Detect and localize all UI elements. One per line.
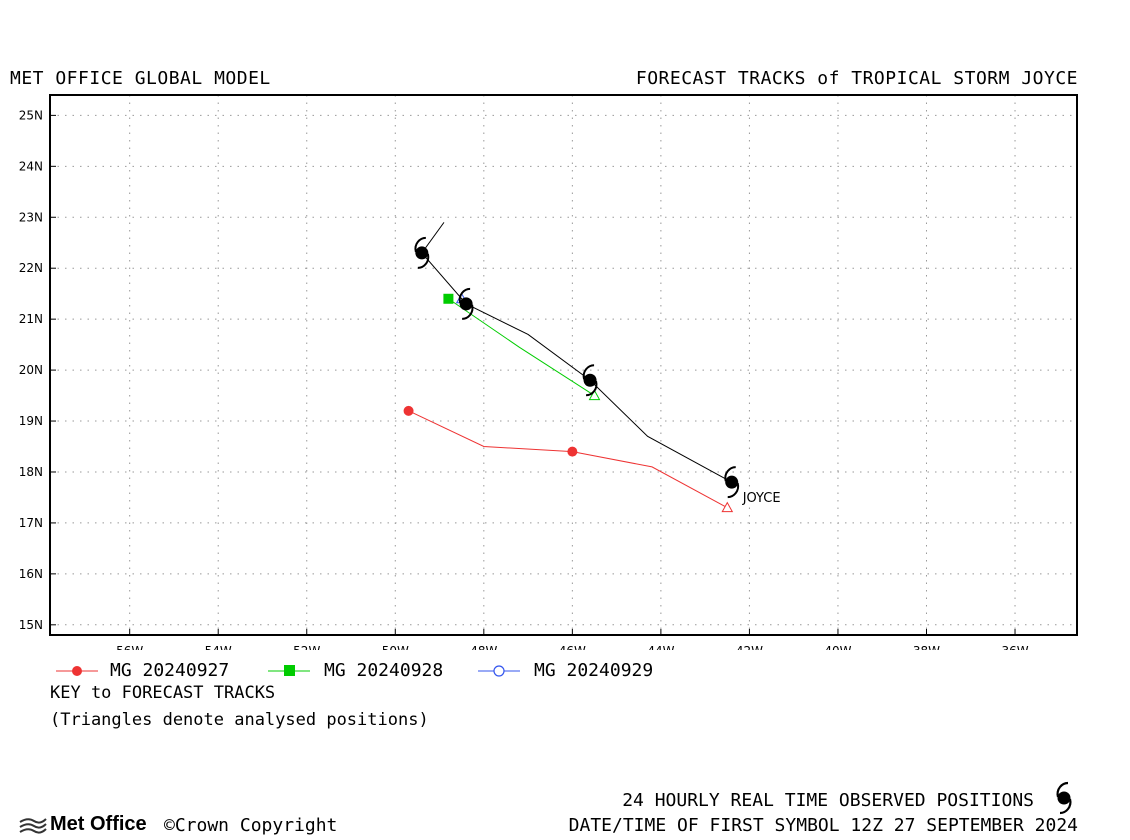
observed-track-line	[421, 222, 732, 483]
y-tick-label: 22N	[19, 261, 43, 275]
hurricane-symbol-arm	[414, 236, 426, 253]
y-tick-label: 20N	[19, 363, 43, 377]
x-tick-label: 38W	[913, 644, 940, 650]
analysed-position-triangle	[588, 389, 601, 401]
hurricane-symbol-icon	[724, 466, 740, 499]
y-tick-label: 17N	[19, 516, 43, 530]
hurricane-symbol-arm	[462, 304, 474, 320]
track-chart: 56W 54W 52W 50W 48W 46W 44W 42W 40W 38W 36W 15N 16N 1…	[19, 94, 1078, 650]
hurricane-symbol-icon	[582, 364, 598, 397]
y-tick-label: 23N	[19, 210, 43, 224]
analysed-position-triangle	[721, 501, 734, 513]
legend-label: MG 20240927	[110, 660, 230, 681]
forecast-track-mg-20240927	[403, 405, 734, 513]
hurricane-symbol-arm	[585, 381, 598, 397]
hurricane-symbol-arm	[582, 364, 595, 380]
y-tick-label: 15N	[19, 618, 43, 632]
forecast-track-mg-20240928	[443, 293, 601, 401]
storm-name-label: JOYCE	[742, 491, 781, 506]
grid	[50, 95, 1077, 635]
x-tick-label: 36W	[1001, 644, 1028, 650]
chart-title: FORECAST TRACKS of TROPICAL STORM JOYCE	[635, 68, 1078, 89]
track-line	[448, 298, 595, 396]
axis-ticks: 56W 54W 52W 50W 48W 46W 44W 42W 40W 38W 36W 15N 16N 1…	[19, 108, 1029, 650]
legend-marker-red-circle	[56, 666, 98, 676]
y-tick-label: 24N	[19, 159, 43, 173]
hurricane-symbol-arm	[458, 287, 471, 304]
y-tick-label: 16N	[19, 567, 43, 581]
x-tick-label: 44W	[647, 644, 674, 650]
logo-text: Met Office	[50, 813, 147, 835]
forecast-point-circle	[567, 446, 578, 457]
forecast-point-square	[443, 293, 454, 304]
copyright-notice: ©Crown Copyright	[164, 815, 338, 836]
hurricane-symbol-icon	[1056, 781, 1072, 815]
key-note: (Triangles denote analysed positions)	[50, 710, 429, 730]
observed-track: JOYCE	[414, 222, 781, 506]
track-line	[408, 410, 728, 509]
hurricane-symbol-core	[583, 373, 597, 387]
legend-label: MG 20240928	[324, 660, 444, 681]
legend: MG 20240927 MG 20240928 MG 20240929	[50, 660, 750, 682]
model-title: MET OFFICE GLOBAL MODEL	[10, 68, 271, 89]
x-tick-label: 50W	[382, 644, 409, 650]
key-title: KEY to FORECAST TRACKS	[50, 683, 276, 703]
legend-marker-green-square	[268, 665, 310, 676]
y-tick-label: 19N	[19, 414, 43, 428]
hurricane-symbol-arm	[417, 253, 430, 269]
legend-label: MG 20240929	[534, 660, 654, 681]
y-tick-label: 25N	[19, 108, 43, 122]
hurricane-symbol-icon	[458, 287, 474, 320]
y-tick-label: 21N	[19, 312, 43, 326]
hurricane-symbol-icon	[414, 236, 430, 269]
x-tick-label: 54W	[205, 644, 232, 650]
x-tick-label: 42W	[736, 644, 763, 650]
hurricane-symbol-core	[415, 246, 429, 260]
observed-positions-label: 24 HOURLY REAL TIME OBSERVED POSITIONS	[622, 790, 1034, 811]
x-tick-label: 48W	[470, 644, 497, 650]
met-office-logo: Met Office	[18, 813, 147, 836]
x-tick-label: 52W	[293, 644, 320, 650]
first-symbol-datetime: DATE/TIME OF FIRST SYMBOL 12Z 27 SEPTEMB…	[568, 815, 1078, 836]
x-tick-label: 56W	[116, 644, 143, 650]
hurricane-symbol-arm	[724, 466, 736, 482]
plot-frame	[49, 94, 1078, 636]
y-tick-label: 18N	[19, 465, 43, 479]
forecast-point-circle	[403, 405, 414, 416]
x-tick-label: 40W	[824, 644, 851, 650]
x-tick-label: 46W	[559, 644, 586, 650]
forecast-tracks	[403, 292, 734, 513]
hurricane-symbol-core	[725, 475, 739, 489]
hurricane-symbol-arm	[727, 482, 740, 499]
met-office-logo-icon	[19, 817, 47, 834]
hurricane-symbol-core	[459, 297, 473, 311]
legend-marker-blue-open-circle	[478, 665, 520, 677]
